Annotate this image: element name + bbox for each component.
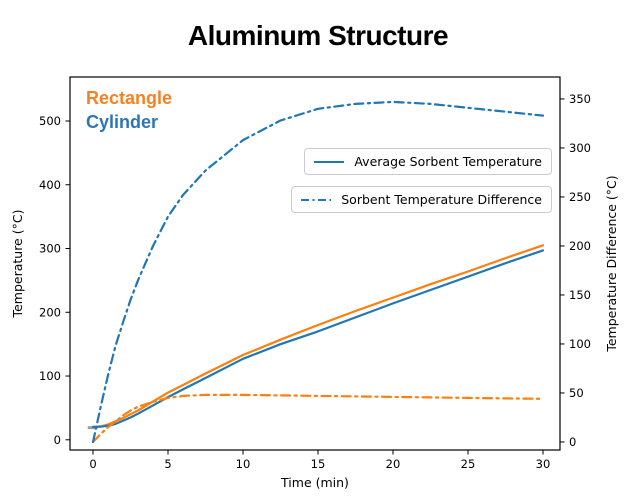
- y-left-tick-label: 100: [39, 369, 61, 383]
- y-left-tick-label: 400: [39, 178, 61, 192]
- x-tick-label: 30: [536, 457, 551, 471]
- annotation-rectangle: Rectangle: [86, 88, 173, 108]
- y-left-tick-label: 300: [39, 242, 61, 256]
- y-right-tick-label: 200: [569, 239, 591, 253]
- y-right-tick-label: 100: [569, 337, 591, 351]
- chart-title: Aluminum Structure: [187, 20, 449, 51]
- x-tick-label: 0: [89, 457, 96, 471]
- x-axis-label: Time (min): [280, 475, 349, 490]
- dashdot-line-icon: [301, 198, 332, 201]
- legend-average-temperature: Average Sorbent Temperature: [304, 148, 552, 175]
- series-cylinder-sorbent-temperature-difference: [91, 100, 545, 444]
- plot-frame: [69, 76, 561, 451]
- y-left-axis-label: Temperature (°C): [10, 210, 25, 319]
- y-right-axis-label: Temperature Difference (°C): [604, 175, 619, 352]
- annotation-cylinder: Cylinder: [86, 112, 159, 132]
- legend-label-difference: Sorbent Temperature Difference: [341, 192, 542, 207]
- y-right-tick-label: 150: [569, 288, 591, 302]
- y-right-tick-label: 50: [569, 386, 584, 400]
- x-tick-label: 15: [311, 457, 326, 471]
- series-rectangle-average-sorbent-temperature: [91, 244, 545, 429]
- y-right-tick-label: 300: [569, 141, 591, 155]
- y-left-tick-label: 0: [54, 433, 61, 447]
- x-tick-label: 10: [236, 457, 251, 471]
- y-right-tick-label: 250: [569, 190, 591, 204]
- legend-temperature-difference: Sorbent Temperature Difference: [291, 186, 552, 213]
- x-tick-label: 25: [461, 457, 476, 471]
- series-rectangle-sorbent-temperature-difference: [91, 393, 545, 444]
- y-left-tick-label: 500: [39, 114, 61, 128]
- solid-line-icon: [314, 160, 345, 163]
- y-left-tick-label: 200: [39, 305, 61, 319]
- x-tick-label: 20: [386, 457, 401, 471]
- series-cylinder-average-sorbent-temperature: [91, 249, 545, 429]
- legend-label-average: Average Sorbent Temperature: [354, 154, 542, 169]
- y-right-tick-label: 0: [569, 435, 576, 449]
- x-tick-label: 5: [164, 457, 171, 471]
- y-right-tick-label: 350: [569, 92, 591, 106]
